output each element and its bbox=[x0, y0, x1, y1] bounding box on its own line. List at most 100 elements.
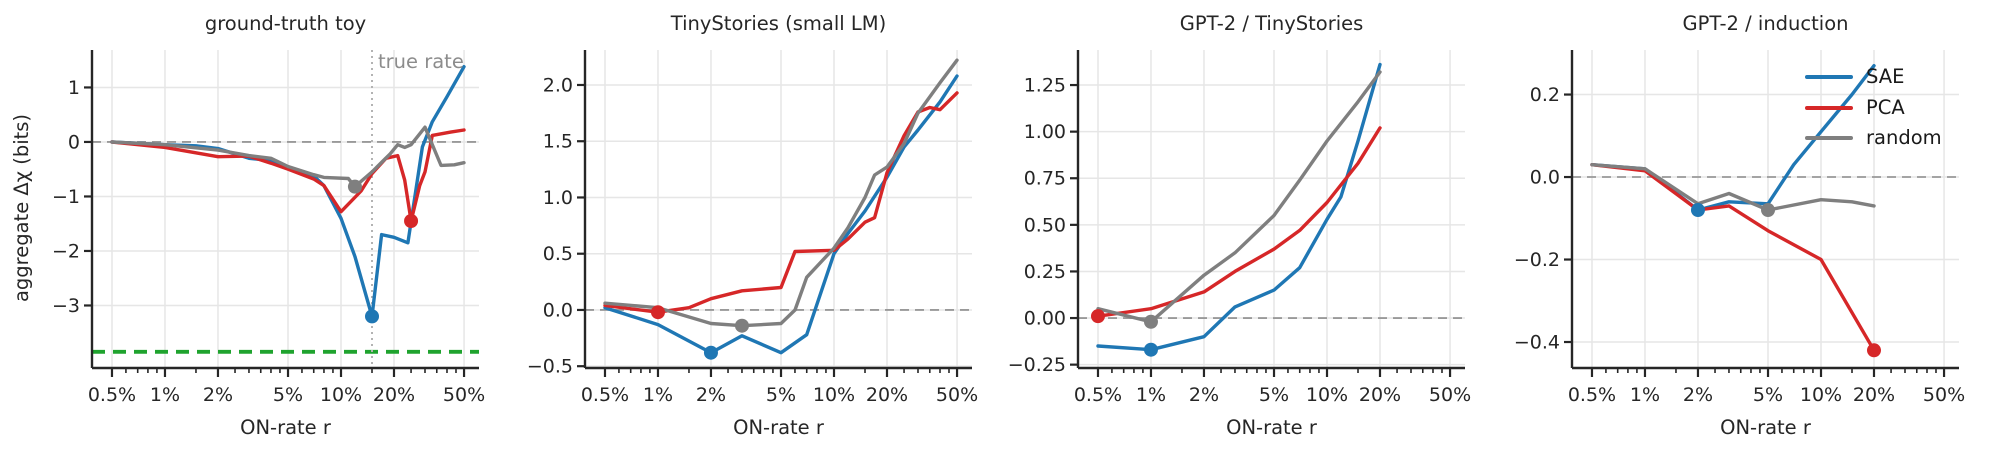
panel-tinystories-small-lm: 2.0 1.5 1.0 0.5 0.0 −0.5 0.5% 1% 2% 5% 10% 20% 50% bbox=[527, 50, 978, 406]
series-marker-sae bbox=[365, 309, 380, 324]
y-axis-label: aggregate Δχ (bits) bbox=[9, 113, 33, 303]
axis-ticks: 1.25 1.00 0.75 0.50 0.25 0.00 −0.25 0.5% 1% 2% 5% 1… bbox=[1008, 75, 1471, 406]
x-tick-label: 20% bbox=[866, 384, 908, 406]
legend-line-pca-icon bbox=[1805, 105, 1853, 110]
series-marker-pca bbox=[650, 305, 665, 320]
y-tick-label: 0.25 bbox=[1024, 261, 1066, 283]
y-tick-label: 2.0 bbox=[543, 74, 573, 96]
y-tick-label: 0.50 bbox=[1024, 214, 1066, 236]
x-tick-label: 5% bbox=[1753, 384, 1783, 406]
x-tick-label: 10% bbox=[1800, 384, 1842, 406]
series-marker-pca bbox=[1090, 309, 1105, 324]
legend-label-pca: PCA bbox=[1866, 95, 1905, 119]
panel-title-gpt2-induction: GPT-2 / induction bbox=[1682, 12, 1849, 35]
series-line-pca bbox=[1096, 126, 1382, 318]
y-tick-label: 1.0 bbox=[543, 187, 573, 209]
legend-entry-sae: SAE bbox=[1805, 62, 1942, 93]
series-line-random bbox=[1590, 162, 1876, 212]
panel-gpt2-tinystories: 1.25 1.00 0.75 0.50 0.25 0.00 −0.25 0.5% 1% 2% 5% 1… bbox=[1008, 50, 1471, 406]
legend-label-random: random bbox=[1866, 126, 1942, 150]
series-line-pca bbox=[1590, 162, 1876, 352]
x-tick-label: 2% bbox=[203, 384, 233, 406]
x-tick-label: 10% bbox=[1306, 384, 1348, 406]
y-tick-label: 0.0 bbox=[1530, 167, 1560, 189]
panel-ground-truth-toy: 1 0 −1 −2 −3 0.5% 1% 2% 5% 10% 20% 50% bbox=[52, 50, 485, 406]
series-marker-pca bbox=[404, 213, 419, 228]
x-tick-label: 5% bbox=[273, 384, 303, 406]
x-tick-label: 0.5% bbox=[581, 384, 629, 406]
gridlines bbox=[92, 50, 479, 368]
panel-title-ground-truth-toy: ground-truth toy bbox=[204, 12, 367, 35]
series-line-random bbox=[1096, 70, 1382, 324]
x-tick-label: 50% bbox=[936, 384, 978, 406]
panel-gpt2-induction: 0.2 0.0 −0.2 −0.4 0.5% 1% 2% 5% 10% 20% 50% bbox=[1514, 50, 1965, 406]
axis-ticks: 1 0 −1 −2 −3 0.5% 1% 2% 5% 10% 20% 50% bbox=[52, 77, 485, 406]
y-tick-label: −3 bbox=[52, 295, 80, 317]
legend-line-sae-icon bbox=[1805, 75, 1853, 80]
x-tick-label: 50% bbox=[443, 384, 485, 406]
x-tick-label: 1% bbox=[150, 384, 180, 406]
y-tick-label: −0.5 bbox=[527, 356, 573, 378]
y-tick-label: 0.0 bbox=[543, 299, 573, 321]
x-tick-label: 1% bbox=[1630, 384, 1660, 406]
panel-title-tinystories-small-lm: TinyStories (small LM) bbox=[670, 12, 887, 35]
x-tick-label: 0.5% bbox=[88, 384, 136, 406]
y-tick-label: 0 bbox=[68, 131, 80, 153]
x-axis-label-ground-truth-toy: ON-rate r bbox=[240, 416, 331, 439]
x-tick-label: 5% bbox=[1259, 384, 1289, 406]
x-tick-label: 2% bbox=[1189, 384, 1219, 406]
x-tick-label: 20% bbox=[373, 384, 415, 406]
y-tick-label: −0.2 bbox=[1514, 249, 1560, 271]
axis-ticks: 2.0 1.5 1.0 0.5 0.0 −0.5 0.5% 1% 2% 5% 10% 20% 50% bbox=[527, 74, 978, 406]
true-rate-annotation: true rate bbox=[378, 50, 464, 73]
y-tick-label: 0.2 bbox=[1530, 84, 1560, 106]
x-tick-label: 0.5% bbox=[1074, 384, 1122, 406]
y-tick-label: −1 bbox=[52, 186, 80, 208]
panel-title-gpt2-tinystories: GPT-2 / TinyStories bbox=[1179, 12, 1364, 35]
series-marker-random bbox=[347, 179, 362, 194]
series-marker-pca bbox=[1866, 343, 1881, 358]
legend-entry-random: random bbox=[1805, 123, 1942, 154]
legend: SAE PCA random bbox=[1805, 62, 1942, 154]
y-tick-label: 0.00 bbox=[1024, 308, 1066, 330]
legend-line-random-icon bbox=[1805, 136, 1853, 141]
x-tick-label: 20% bbox=[1359, 384, 1401, 406]
y-tick-label: 1.5 bbox=[543, 131, 573, 153]
y-tick-label: 1.25 bbox=[1024, 75, 1066, 97]
series-marker-random bbox=[1761, 203, 1776, 218]
legend-entry-pca: PCA bbox=[1805, 93, 1942, 124]
axis-ticks: 0.2 0.0 −0.2 −0.4 0.5% 1% 2% 5% 10% 20% 50% bbox=[1514, 84, 1965, 406]
series-marker-random bbox=[734, 318, 749, 333]
series-marker-sae bbox=[703, 345, 718, 360]
x-tick-label: 5% bbox=[766, 384, 796, 406]
series-line-random bbox=[603, 58, 959, 328]
series-line-sae bbox=[1096, 62, 1382, 352]
x-tick-label: 20% bbox=[1853, 384, 1895, 406]
series-marker-sae bbox=[1143, 342, 1158, 357]
x-tick-label: 2% bbox=[1683, 384, 1713, 406]
x-tick-label: 2% bbox=[696, 384, 726, 406]
y-tick-label: 1.00 bbox=[1024, 121, 1066, 143]
y-tick-label: 0.5 bbox=[543, 243, 573, 265]
y-tick-label: −0.4 bbox=[1514, 332, 1560, 354]
series-marker-random bbox=[1143, 314, 1158, 329]
gridlines bbox=[1078, 50, 1465, 368]
y-tick-label: 1 bbox=[68, 77, 80, 99]
legend-label-sae: SAE bbox=[1866, 65, 1905, 89]
x-tick-label: 50% bbox=[1923, 384, 1965, 406]
gridlines bbox=[1572, 50, 1959, 368]
y-tick-label: −2 bbox=[52, 240, 80, 262]
x-tick-label: 0.5% bbox=[1568, 384, 1616, 406]
y-tick-label: −0.25 bbox=[1008, 354, 1066, 376]
y-tick-label: 0.75 bbox=[1024, 168, 1066, 190]
x-axis-label-gpt2-induction: ON-rate r bbox=[1720, 416, 1811, 439]
x-tick-label: 10% bbox=[320, 384, 362, 406]
x-tick-label: 1% bbox=[1136, 384, 1166, 406]
x-axis-label-gpt2-tinystories: ON-rate r bbox=[1226, 416, 1317, 439]
x-tick-label: 1% bbox=[643, 384, 673, 406]
x-tick-label: 50% bbox=[1429, 384, 1471, 406]
series-marker-sae bbox=[1690, 203, 1705, 218]
x-axis-label-tinystories-small-lm: ON-rate r bbox=[733, 416, 824, 439]
